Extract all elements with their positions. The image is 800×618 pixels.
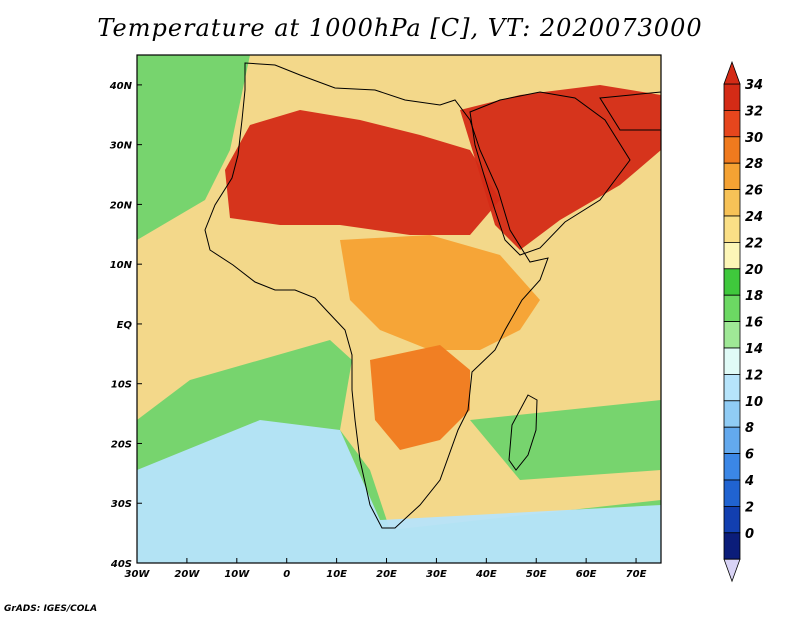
colorbar-segment	[723, 189, 741, 217]
lat-tick-label: 10N	[110, 260, 133, 271]
coastline	[469, 91, 631, 256]
colorbar-label: 12	[745, 368, 763, 383]
lon-tick-label: 30W	[125, 569, 151, 580]
colorbar-segment	[723, 241, 741, 270]
colorbar-label: 18	[745, 289, 763, 304]
region-ocean-cool	[470, 400, 661, 480]
region-ocean-cool	[137, 55, 250, 240]
colorbar-top-arrow	[723, 60, 741, 85]
colorbar-label: 32	[745, 104, 763, 119]
colorbar-segment	[723, 321, 741, 349]
credit-text: GrADS: IGES/COLA	[4, 604, 98, 614]
colorbar-label: 26	[745, 184, 763, 199]
lat-tick-label: 10S	[111, 380, 132, 391]
lat-tick-label: 30S	[111, 499, 132, 510]
coastline	[204, 62, 549, 529]
lon-tick-label: 10E	[326, 569, 347, 580]
lat-tick-label: 20N	[110, 200, 133, 211]
colorbar-label: 22	[745, 236, 763, 251]
colorbar-label: 10	[745, 395, 763, 410]
lat-tick-label: 40N	[109, 81, 133, 92]
colorbar-segment	[723, 532, 741, 560]
coastline	[599, 91, 661, 131]
lon-tick-label: 0	[283, 569, 290, 580]
lat-tick-label: 40S	[110, 559, 132, 570]
region-arabia-hot	[460, 85, 661, 250]
colorbar-label: 0	[745, 527, 754, 542]
lon-tick-label: 40E	[475, 569, 497, 580]
lon-tick-label: 50E	[526, 569, 547, 580]
lat-tick-label: 30N	[110, 141, 133, 152]
map-title: Temperature at 1000hPa [C], VT: 20200730…	[97, 14, 703, 42]
region-southern-africa	[370, 345, 470, 450]
colorbar-segment	[723, 215, 741, 243]
region-sahara-hot	[225, 110, 500, 235]
colorbar-label: 2	[745, 500, 754, 515]
colorbar-segment	[723, 426, 741, 455]
map-frame	[136, 54, 662, 564]
colorbar-label: 14	[745, 342, 763, 357]
region-central-africa	[340, 235, 540, 350]
colorbar-segment	[723, 294, 741, 323]
colorbar-label: 30	[745, 131, 763, 146]
region-south-atlantic-cold	[137, 420, 661, 563]
coastline	[508, 394, 538, 471]
colorbar-label: 8	[745, 421, 754, 436]
colorbar-segment	[723, 479, 741, 507]
longitude-ticks: 30W 20W 10W 0 10E 20E 30E 40E 50E 60E 70E	[125, 558, 647, 580]
colorbar-label: 16	[745, 316, 763, 331]
temperature-field	[137, 55, 661, 563]
colorbar-segment	[723, 83, 741, 111]
map-plot-area	[137, 55, 661, 563]
lat-tick-label: EQ	[117, 320, 133, 331]
lon-tick-label: 20W	[174, 569, 200, 580]
colorbar-segment	[723, 505, 741, 534]
lon-tick-label: 70E	[626, 569, 647, 580]
lon-tick-label: 30E	[426, 569, 447, 580]
colorbar-segment	[723, 110, 741, 138]
colorbar-segment	[723, 373, 741, 402]
coastlines	[204, 62, 661, 529]
lon-tick-label: 20E	[376, 569, 397, 580]
colorbar-segment	[723, 347, 741, 375]
colorbar-label: 34	[745, 78, 763, 93]
colorbar-segment	[723, 453, 741, 481]
colorbar-segment	[723, 136, 741, 164]
colorbar-label: 28	[745, 157, 763, 172]
lon-tick-label: 10W	[224, 569, 250, 580]
colorbar-label: 24	[745, 210, 763, 225]
colorbar-label: 6	[745, 448, 754, 463]
colorbar-segment	[723, 162, 741, 190]
colorbar-segment	[723, 268, 741, 296]
colorbar-label: 4	[744, 474, 754, 489]
lat-tick-label: 20S	[111, 439, 132, 450]
colorbar-bottom-arrow	[723, 558, 741, 583]
colorbar-segment	[723, 400, 741, 428]
lon-tick-label: 60E	[576, 569, 597, 580]
colorbar-label: 20	[745, 263, 763, 278]
latitude-ticks: 40N 30N 20N 10N EQ 10S 20S 30S 40S	[109, 81, 142, 570]
